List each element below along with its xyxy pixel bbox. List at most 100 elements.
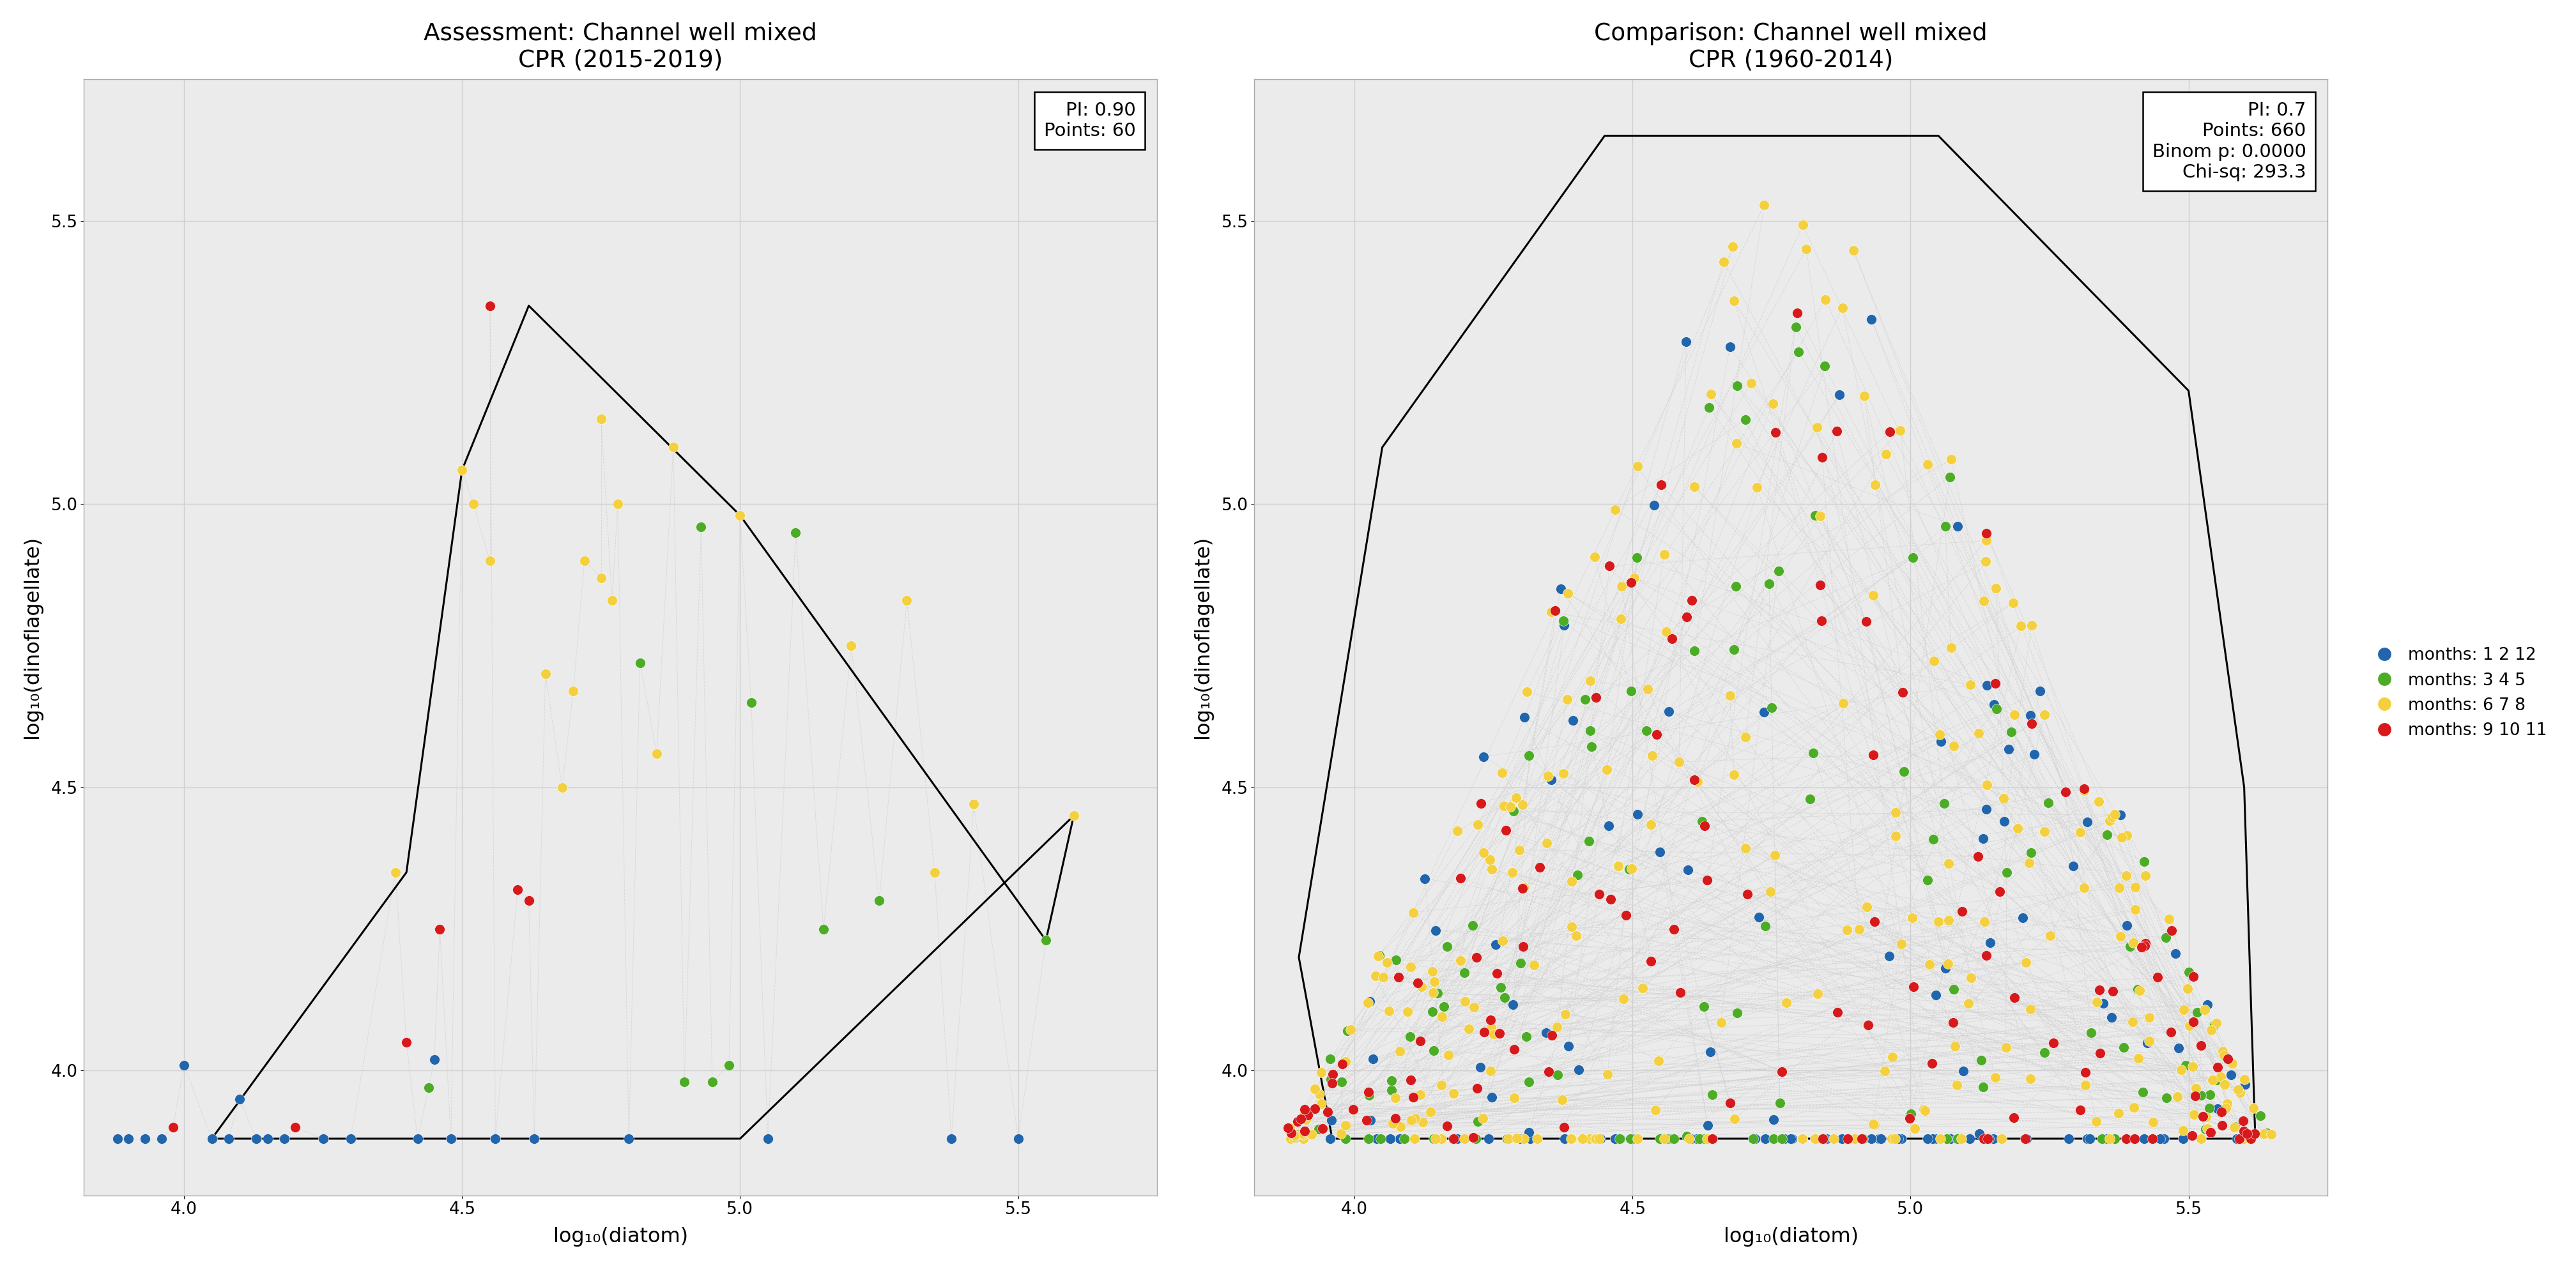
Point (1965, 1128, 2007, 1148)
Point (1551, 1128, 1592, 1148)
Point (1321, 1123, 1363, 1143)
Point (2202, 1046, 2244, 1066)
Point (301, 1128, 343, 1148)
Point (1270, 1123, 1311, 1143)
Point (1654, 1128, 1695, 1148)
Point (1461, 1057, 1502, 1077)
Point (526, 664, 567, 684)
Point (2161, 1128, 2202, 1148)
Point (374, 862, 415, 882)
Point (1556, 865, 1597, 886)
Point (1453, 1127, 1494, 1147)
Point (1347, 1081, 1388, 1101)
Point (2045, 782, 2087, 802)
Point (2107, 915, 2148, 935)
Point (1404, 868, 1445, 888)
Point (1311, 1070, 1352, 1090)
Point (1510, 1128, 1551, 1148)
Point (2223, 1070, 2264, 1090)
Point (2133, 1112, 2174, 1132)
Point (1667, 1126, 1708, 1146)
Point (1906, 871, 1947, 891)
Point (1283, 1124, 1324, 1145)
Point (732, 692, 773, 712)
Point (1445, 991, 1486, 1011)
Point (1832, 240, 1873, 260)
Point (1388, 1027, 1430, 1047)
Point (330, 1128, 371, 1148)
Point (1942, 901, 1984, 921)
Point (1880, 934, 1922, 954)
Point (1345, 1110, 1386, 1131)
Point (2213, 1053, 2254, 1074)
Point (1471, 1088, 1512, 1108)
Point (1801, 575, 1842, 595)
Point (234, 1128, 276, 1148)
Point (1651, 1128, 1692, 1148)
Point (1924, 516, 1965, 537)
Point (1821, 298, 1862, 319)
Point (2099, 926, 2141, 947)
Point (2166, 978, 2208, 999)
Point (1801, 610, 1842, 631)
Point (2164, 1000, 2205, 1020)
Point (1600, 609, 1641, 629)
Point (1937, 1075, 1978, 1095)
Point (1917, 911, 1958, 931)
Point (1793, 742, 1834, 763)
Point (1600, 576, 1641, 596)
Point (1455, 1077, 1497, 1098)
Point (1880, 1128, 1922, 1148)
Point (1842, 1128, 1883, 1148)
Point (1927, 1128, 1968, 1148)
Point (1847, 1015, 1888, 1036)
Point (1399, 1030, 1440, 1051)
Point (2020, 681, 2061, 702)
Point (1950, 1128, 1991, 1148)
Point (2063, 877, 2105, 897)
Point (1618, 803, 1659, 824)
Point (2079, 792, 2120, 812)
Point (1991, 722, 2032, 742)
Point (1816, 1003, 1857, 1023)
Point (2081, 1128, 2123, 1148)
Point (1473, 1024, 1515, 1044)
Point (1589, 888, 1631, 909)
Point (1965, 798, 2007, 819)
Point (2221, 1128, 2262, 1148)
Point (1672, 1128, 1713, 1148)
Point (1672, 590, 1713, 610)
Point (2105, 865, 2146, 886)
Point (1538, 1065, 1579, 1085)
Point (1394, 1128, 1435, 1148)
Point (1548, 1036, 1589, 1056)
Point (2174, 1077, 2215, 1098)
Point (1512, 954, 1553, 975)
Point (1329, 1019, 1370, 1039)
Point (1275, 1127, 1316, 1147)
Point (2210, 1065, 2251, 1085)
Point (2125, 935, 2166, 956)
Point (1855, 911, 1896, 931)
Point (1291, 1124, 1332, 1145)
Point (1924, 793, 1965, 813)
Point (2197, 1057, 2239, 1077)
Point (2123, 851, 2164, 872)
Point (1950, 675, 1991, 695)
Point (1427, 1115, 1468, 1136)
Point (1891, 1104, 1932, 1124)
Point (1638, 1128, 1680, 1148)
Point (2172, 1057, 2213, 1077)
Point (2156, 1086, 2197, 1107)
Point (1716, 433, 1757, 453)
Point (2138, 967, 2179, 987)
Point (2197, 1099, 2239, 1119)
Point (1437, 1128, 1479, 1148)
Point (2099, 805, 2141, 825)
Point (1855, 1114, 1896, 1134)
Point (1370, 1070, 1412, 1090)
Point (1973, 674, 2014, 694)
Point (1904, 1100, 1945, 1121)
Point (1610, 858, 1651, 878)
Point (2071, 1023, 2112, 1043)
